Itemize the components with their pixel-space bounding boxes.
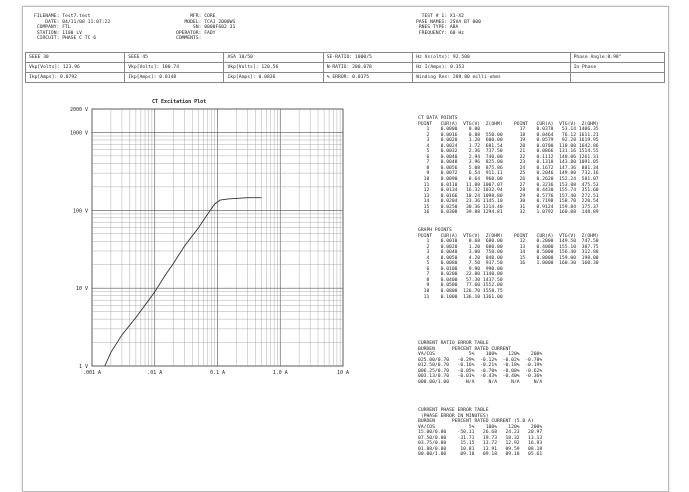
table-row: 2 0.0016 0.88 550.00 18 0.0464 76.12 161…: [418, 132, 599, 138]
table-row: 1 0.0000 0.00 17 0.0378 53.14 1406.35: [418, 127, 599, 133]
ratio-error-table: CURRENT RATIO ERROR TABLE BURDEN PERCENT …: [418, 341, 542, 385]
table-row: 07.50/0.80 -31.71 19.73 18.32 13.13: [418, 435, 543, 441]
table-row: 11 0.0110 11.88 1007.07 27 0.3236 153.88…: [418, 182, 599, 188]
y-tick-label: 2000 V: [70, 107, 88, 113]
table-row: 5 0.0032 2.36 737.50 21 0.0866 131.16 15…: [418, 149, 599, 155]
summary-table: SEEE 30 SEEE 45 ASA 10/50 SE-RATIO: 1000/5 H…: [24, 52, 666, 83]
summary-cell: Ikp[Amps]: 0.0836: [223, 72, 324, 83]
graph-points-table: GRAPH POINTS POINT CUR(A) VTG(V) Z(OHM) P…: [418, 228, 599, 300]
table-row: 3 0.0020 1.20 600.00 19 0.0579 92.28 161…: [418, 138, 599, 144]
header-field: FILENAME: Test7.test: [34, 14, 91, 19]
table-row: 5 0.0080 7.50 937.50 16 1.0000 160.30 16…: [418, 261, 599, 267]
table-row: VA/COS 5% 100% 120% 200%: [418, 352, 543, 358]
phase-error-table: CURRENT PHASE ERROR TABLE (PHASE ERROR I…: [418, 408, 542, 458]
chart-title: CT Excitation Plot: [152, 99, 207, 105]
table-row: 01.88/0.80 10.81 13.91 09.59 08.18: [418, 446, 543, 452]
table-row: 8 0.0056 5.08 875.86 24 0.1672 147.36 88…: [418, 165, 599, 171]
header-field: PASE NAMES: 2SVA BT 000: [416, 19, 481, 25]
table-row: 9 0.0072 6.54 911.11 25 0.2046 149.80 73…: [418, 171, 599, 177]
table-row: 00.00/1.00 09.18 09.18 09.18 05.61: [418, 452, 543, 458]
y-tick-label: 100 V: [73, 208, 88, 214]
table-row: 14 0.0204 23.36 1145.10 30 0.7198 158.70…: [418, 199, 599, 205]
header-field: DATE: 04/11/08 11:07:22: [34, 19, 111, 25]
y-tick-label: 10 V: [76, 286, 88, 292]
table-row: 4 0.0024 1.72 681.54 20 0.0700 110.00 16…: [418, 143, 599, 149]
header-field: FREQUENCY: 60 Hz: [416, 30, 464, 36]
x-tick-label: 1.0 A: [273, 370, 288, 376]
table-row: 13 0.0166 18.24 1098.80 29 0.5776 157.40…: [418, 193, 599, 199]
header-field: RNES TYPE: ABA: [416, 25, 459, 31]
x-tick-label: .01 A: [147, 370, 162, 376]
x-tick-label: 10 A: [337, 370, 349, 376]
table-row: BURDEN PERCENT RATED CURRENT: [418, 346, 512, 352]
header-field: OPERATOR: FADY: [176, 30, 216, 36]
table-row: VA/COS 5% 100% 120% 200%: [418, 424, 543, 430]
table-row: 012.50/0.70 -0.16% -0.21% -0.18% -0.19%: [418, 363, 543, 369]
table-row: (PHASE ERROR IN MINUTES): [418, 413, 489, 419]
table-row: 3 0.0040 3.00 750.00 14 0.5000 156.40 31…: [418, 250, 599, 256]
table-row: 025.00/0.70 -0.29% -0.12% -0.02% -0.78%: [418, 357, 543, 363]
table-row: 000.00/1.00 N/A N/A N/A N/A: [418, 379, 543, 385]
table-row: 03.75/0.80 15.15 13.72 12.92 16.93: [418, 441, 543, 447]
table-row: 9 0.0500 77.60 1552.00: [418, 283, 599, 289]
table-row: CURRENT RATIO ERROR TABLE: [418, 341, 489, 346]
ct-data-points-table: CT DATA POINTS POINT CUR(A) VTG(V) Z(OHM)…: [418, 116, 599, 216]
table-row: 15.00/0.80 -50.11 26.68 24.23 20.97: [418, 430, 543, 436]
header-field: STATION: 1100 LV: [34, 30, 82, 36]
table-row: 006.25/0.70 -0.05% -0.70% -0.08% -0.62%: [418, 368, 543, 374]
table-row: 12 0.0134 16.32 1032.94 28 0.4430 155.74…: [418, 188, 599, 194]
table-row: 4 0.0050 4.20 840.00 15 0.8000 159.00 19…: [418, 255, 599, 261]
table-row: 11 0.1000 136.10 1361.00: [418, 294, 599, 300]
excitation-curve: [104, 197, 262, 367]
table-row: 6 0.0040 2.94 740.00 22 0.1112 140.06 12…: [418, 154, 599, 160]
summary-row: Ikp[Amps]: 0.0792 Ikp[Amps]: 0.0148 Ikp[Am…: [24, 72, 666, 83]
table-row: POINT CUR(A) VTG(V) Z(OHM) POINT CUR(A) …: [418, 233, 599, 239]
table-row: 10 0.0800 126.70 1558.75: [418, 289, 599, 295]
table-row: 16 0.0308 39.88 1294.81 32 1.0792 160.08…: [418, 210, 599, 216]
header-field: SN: 0000F602 31: [176, 25, 236, 31]
header-field: MFR: CORE: [176, 14, 216, 19]
table-row: 7 0.0200 22.80 1140.00: [418, 272, 599, 278]
table-row: BURDEN PERCENT RATED CURRENT (5.0 A): [418, 419, 534, 425]
table-row: CT DATA POINTS: [418, 116, 458, 121]
table-row: 6 0.0100 9.90 990.00: [418, 266, 599, 272]
x-tick-label: 0.1 A: [210, 370, 225, 376]
table-row: 1 0.0010 0.68 680.00 12 0.2000 149.50 74…: [418, 239, 599, 245]
header-field: CIRCUIT: PHASE C TC 6: [34, 36, 97, 42]
summary-cell: [569, 72, 666, 83]
y-tick-label: 1000 V: [70, 130, 88, 136]
y-tick-label: 1 V: [79, 364, 88, 370]
header-field: COMMENTS:: [176, 36, 205, 42]
table-row: 003.13/0.70 -0.01% -0.43% -0.40% -0.36%: [418, 374, 543, 380]
header-field: TEST # 1: X1-X2: [416, 14, 464, 19]
table-row: POINT CUR(A) VTG(V) Z(OHM) POINT CUR(A) …: [418, 121, 599, 127]
table-row: 10 0.0090 8.64 960.00 26 0.2620 152.24 5…: [418, 177, 599, 183]
table-row: 8 0.0400 57.30 1437.50: [418, 277, 599, 283]
header-field: COMPANY: FTL: [34, 25, 71, 31]
x-tick-label: .001 A: [83, 370, 101, 376]
table-row: 7 0.0048 3.96 825.00 23 0.1318 143.80 10…: [418, 160, 599, 166]
header-field: MODEL: TCAJ 2000WS: [176, 19, 236, 25]
table-row: 2 0.0020 1.20 600.00 13 0.4000 155.10 38…: [418, 244, 599, 250]
table-row: 15 0.0250 30.36 1214.40 31 0.9124 159.84…: [418, 204, 599, 210]
table-row: GRAPH POINTS: [418, 228, 452, 233]
table-row: CURRENT PHASE ERROR TABLE: [418, 408, 489, 413]
